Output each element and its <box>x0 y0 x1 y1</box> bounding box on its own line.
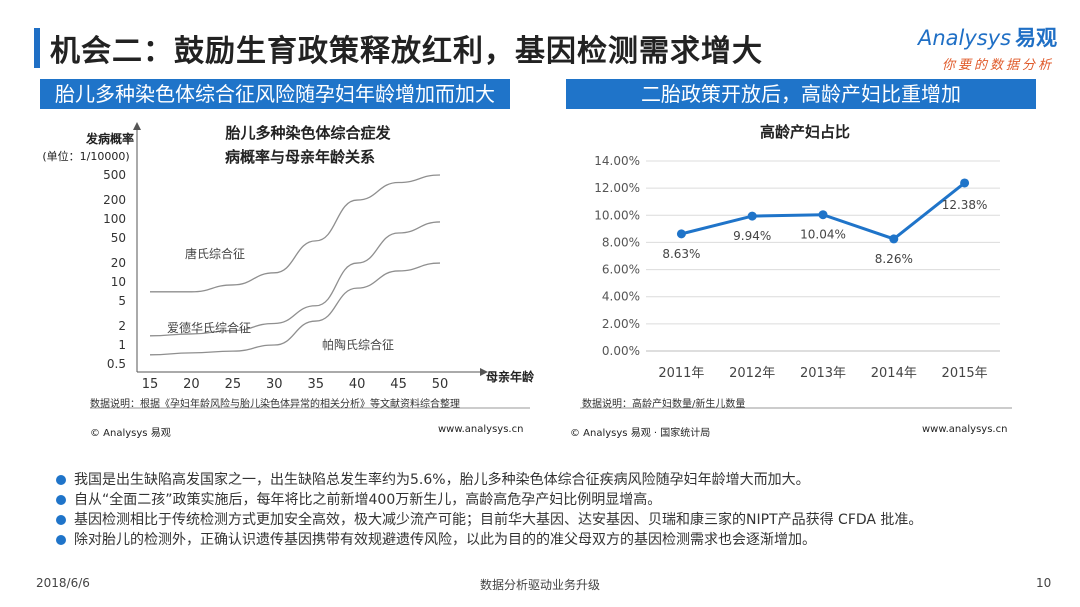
left-chart-y-tick: 10 <box>111 275 126 289</box>
bullet-dot-icon <box>56 495 66 505</box>
right-chart-point <box>747 211 757 221</box>
right-section-header: 二胎政策开放后，高龄产妇比重增加 <box>566 79 1036 109</box>
left-chart-title-line1: 胎儿多种染色体综合症发 <box>225 124 391 142</box>
left-chart-y-arrow <box>133 122 141 130</box>
left-chart-x-tick: 40 <box>349 377 366 392</box>
right-chart-title: 高龄产妇占比 <box>760 123 850 141</box>
left-chart-title-line2: 病概率与母亲年龄关系 <box>225 148 375 166</box>
left-chart-series-line <box>149 221 441 337</box>
right-chart-x-tick: 2011年 <box>658 366 704 381</box>
right-copyright: © Analysys 易观 · 国家统计局 <box>570 428 711 439</box>
left-chart-x-tick: 35 <box>307 377 324 392</box>
right-chart-point <box>818 210 828 220</box>
right-chart-data-label: 8.26% <box>875 252 913 266</box>
title-accent-bar <box>34 28 40 68</box>
left-chart-y-tick: 200 <box>103 193 126 207</box>
left-chart-y-tick: 5 <box>118 294 126 308</box>
bullet-dot-icon <box>56 515 66 525</box>
right-chart-y-tick: 8.00% <box>602 235 640 249</box>
right-chart-y-tick: 10.00% <box>594 208 640 222</box>
analysys-logo: Analysys 易观 你要的数据分析 <box>918 22 1058 73</box>
right-chart-data-label: 12.38% <box>942 198 988 212</box>
right-url[interactable]: www.analysys.cn <box>922 424 1008 435</box>
left-source-note: 数据说明：根据《孕妇年龄风险与胎儿染色体异常的相关分析》等文献资料综合整理 <box>90 399 460 410</box>
right-chart-y-tick: 2.00% <box>602 317 640 331</box>
right-chart-y-tick: 12.00% <box>594 181 640 195</box>
left-chart-y-tick: 1 <box>118 338 126 352</box>
right-chart-x-tick: 2014年 <box>871 366 917 381</box>
bullet-dot-icon <box>56 475 66 485</box>
bullet-item: 我国是出生缺陷高发国家之一，出生缺陷总发生率约为5.6%，胎儿多种染色体综合征疾… <box>52 470 1052 490</box>
left-chart-x-tick: 50 <box>432 377 449 392</box>
bullet-item: 自从“全面二孩”政策实施后，每年将比之前新增400万新生儿，高龄高危孕产妇比例明… <box>52 490 1052 510</box>
left-chart-x-tick: 15 <box>142 377 159 392</box>
left-chart-x-tick: 20 <box>183 377 200 392</box>
right-chart-point <box>889 234 899 244</box>
right-chart-x-tick: 2015年 <box>942 366 988 381</box>
left-chart: 胎儿多种染色体综合症发 病概率与母亲年龄关系 发病概率 (单位：1/10000)… <box>42 122 535 392</box>
right-chart-data-label: 8.63% <box>662 247 700 261</box>
right-chart-y-tick: 0.00% <box>602 344 640 358</box>
left-chart-x-tick: 30 <box>266 377 283 392</box>
bullet-dot-icon <box>56 535 66 545</box>
right-chart-point <box>960 178 970 188</box>
left-section-header: 胎儿多种染色体综合征风险随孕妇年龄增加而加大 <box>40 79 510 109</box>
left-chart-xlabel: 母亲年龄 <box>486 369 535 384</box>
footer-slogan: 数据分析驱动业务升级 <box>479 578 600 592</box>
right-chart-y-tick: 6.00% <box>602 263 640 277</box>
left-chart-series-line <box>150 174 441 293</box>
logo-text: Analysys <box>918 26 1012 50</box>
page-number: 10 <box>1036 576 1052 590</box>
left-chart-series-label: 爱德华氏综合征 <box>167 320 251 335</box>
left-chart-series-line <box>149 262 441 356</box>
bullet-item: 基因检测相比于传统检测方式更加安全高效，极大减少流产可能；目前华大基因、达安基因… <box>52 510 1052 530</box>
left-chart-x-tick: 25 <box>225 377 242 392</box>
left-chart-x-tick: 45 <box>390 377 407 392</box>
logo-tagline: 你要的数据分析 <box>942 58 1055 73</box>
left-chart-y-tick: 20 <box>111 256 126 270</box>
logo-cn-text: 易观 <box>1015 26 1058 50</box>
bullet-list: 我国是出生缺陷高发国家之一，出生缺陷总发生率约为5.6%，胎儿多种染色体综合征疾… <box>52 470 1052 550</box>
left-chart-y-tick: 50 <box>111 231 126 245</box>
left-chart-y-tick: 500 <box>103 168 126 182</box>
right-source-note: 数据说明：高龄产妇数量/新生儿数量 <box>582 399 746 410</box>
bullet-item: 除对胎儿的检测外，正确认识遗传基因携带有效规避遗传风险，以此为目的的准父母双方的… <box>52 530 1052 550</box>
left-chart-y-tick: 2 <box>118 319 126 333</box>
left-chart-x-arrow <box>480 368 488 376</box>
page-title: 机会二：鼓励生育政策释放红利，基因检测需求增大 <box>50 34 763 69</box>
left-chart-y-tick: 100 <box>103 212 126 226</box>
left-chart-yunit: (单位：1/10000) <box>42 149 129 163</box>
left-chart-ylabel: 发病概率 <box>85 131 134 146</box>
left-copyright: © Analysys 易观 <box>90 428 171 439</box>
right-chart-data-label: 9.94% <box>733 229 771 243</box>
footer-date: 2018/6/6 <box>36 576 90 590</box>
right-chart-y-tick: 4.00% <box>602 290 640 304</box>
right-chart-data-label: 10.04% <box>800 228 846 242</box>
right-chart: 高龄产妇占比 0.00% 2.00% 4.00% 6.00% 8.00% 10.00% 12… <box>594 123 1000 381</box>
right-chart-x-tick: 2012年 <box>729 366 775 381</box>
right-chart-y-tick: 14.00% <box>594 154 640 168</box>
left-url[interactable]: www.analysys.cn <box>438 424 524 435</box>
left-chart-y-tick: 0.5 <box>107 357 126 371</box>
right-chart-point <box>676 229 686 239</box>
left-chart-series-label: 帕陶氏综合征 <box>322 337 394 352</box>
right-chart-x-tick: 2013年 <box>800 366 846 381</box>
left-chart-series-label: 唐氏综合征 <box>185 246 245 261</box>
